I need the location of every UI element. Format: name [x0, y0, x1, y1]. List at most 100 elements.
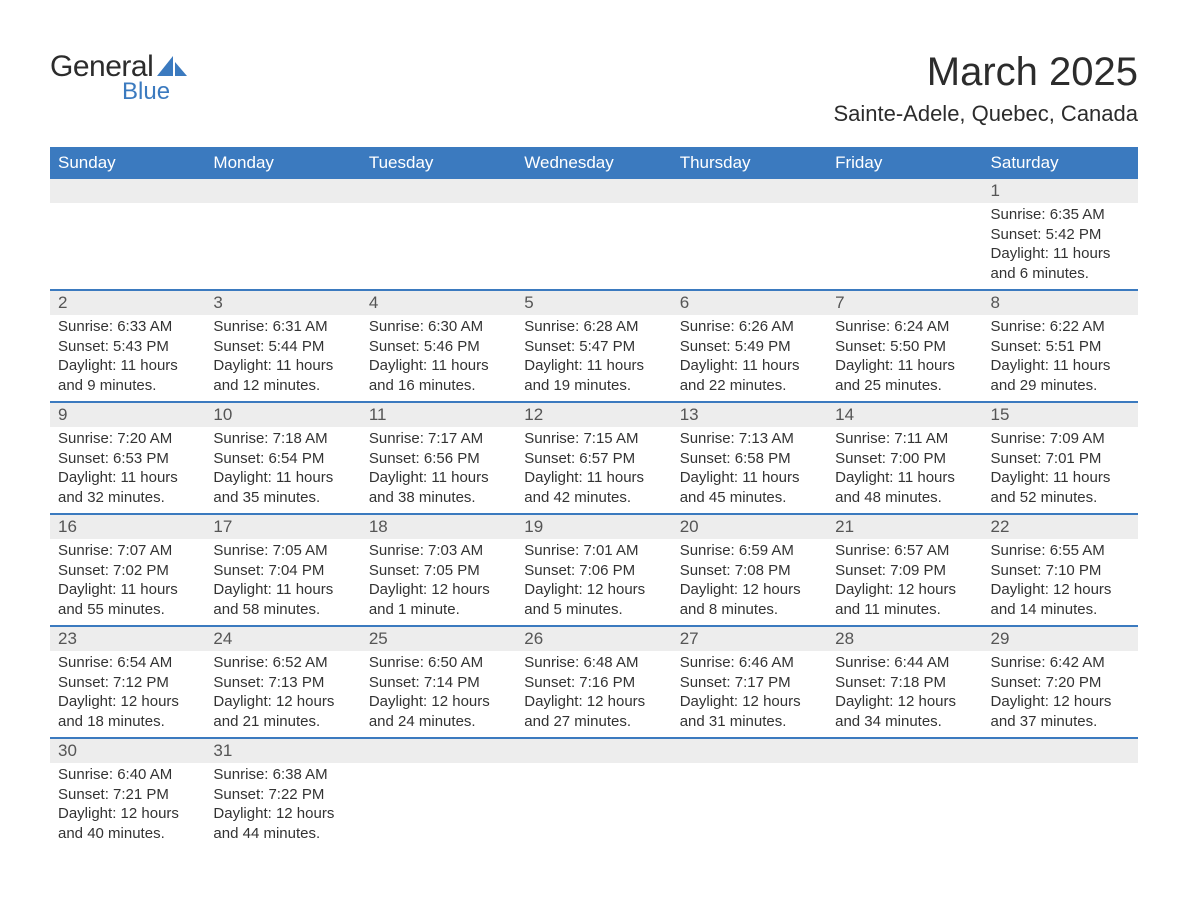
detail-row: Sunrise: 6:35 AMSunset: 5:42 PMDaylight:…: [50, 203, 1138, 290]
day-details: [983, 763, 1138, 849]
day-details: Sunrise: 6:57 AMSunset: 7:09 PMDaylight:…: [827, 539, 982, 626]
location: Sainte-Adele, Quebec, Canada: [833, 101, 1138, 127]
day-details: [361, 203, 516, 290]
day-number: 19: [516, 514, 671, 539]
sunset-text: Sunset: 7:20 PM: [991, 673, 1130, 693]
day-number: [672, 738, 827, 763]
daylight-text: Daylight: 12 hours and 40 minutes.: [58, 804, 197, 843]
daylight-text: Daylight: 11 hours and 48 minutes.: [835, 468, 974, 507]
day-number: 25: [361, 626, 516, 651]
sunset-text: Sunset: 7:04 PM: [213, 561, 352, 581]
day-number: 10: [205, 402, 360, 427]
day-details: [827, 763, 982, 849]
sunrise-text: Sunrise: 6:42 AM: [991, 653, 1130, 673]
sunrise-text: Sunrise: 6:40 AM: [58, 765, 197, 785]
sunset-text: Sunset: 7:14 PM: [369, 673, 508, 693]
sunrise-text: Sunrise: 6:31 AM: [213, 317, 352, 337]
sunset-text: Sunset: 7:17 PM: [680, 673, 819, 693]
sunset-text: Sunset: 7:00 PM: [835, 449, 974, 469]
sunrise-text: Sunrise: 6:46 AM: [680, 653, 819, 673]
sunset-text: Sunset: 7:21 PM: [58, 785, 197, 805]
detail-row: Sunrise: 6:40 AMSunset: 7:21 PMDaylight:…: [50, 763, 1138, 849]
daylight-text: Daylight: 12 hours and 5 minutes.: [524, 580, 663, 619]
sunrise-text: Sunrise: 7:05 AM: [213, 541, 352, 561]
day-details: [516, 203, 671, 290]
dow-tuesday: Tuesday: [361, 147, 516, 179]
sunset-text: Sunset: 7:22 PM: [213, 785, 352, 805]
sunset-text: Sunset: 5:46 PM: [369, 337, 508, 357]
day-details: Sunrise: 6:22 AMSunset: 5:51 PMDaylight:…: [983, 315, 1138, 402]
sunset-text: Sunset: 7:05 PM: [369, 561, 508, 581]
detail-row: Sunrise: 7:20 AMSunset: 6:53 PMDaylight:…: [50, 427, 1138, 514]
day-number: 30: [50, 738, 205, 763]
day-number: 1: [983, 179, 1138, 203]
sunrise-text: Sunrise: 6:22 AM: [991, 317, 1130, 337]
day-details: Sunrise: 6:55 AMSunset: 7:10 PMDaylight:…: [983, 539, 1138, 626]
sunset-text: Sunset: 6:56 PM: [369, 449, 508, 469]
day-number: 2: [50, 290, 205, 315]
day-number: 21: [827, 514, 982, 539]
sunset-text: Sunset: 6:53 PM: [58, 449, 197, 469]
sunrise-text: Sunrise: 6:30 AM: [369, 317, 508, 337]
daylight-text: Daylight: 11 hours and 35 minutes.: [213, 468, 352, 507]
sunset-text: Sunset: 7:06 PM: [524, 561, 663, 581]
day-number: 17: [205, 514, 360, 539]
day-details: Sunrise: 6:40 AMSunset: 7:21 PMDaylight:…: [50, 763, 205, 849]
calendar-table: Sunday Monday Tuesday Wednesday Thursday…: [50, 147, 1138, 849]
daylight-text: Daylight: 11 hours and 38 minutes.: [369, 468, 508, 507]
daynum-row: 2345678: [50, 290, 1138, 315]
daylight-text: Daylight: 12 hours and 44 minutes.: [213, 804, 352, 843]
day-number: [516, 738, 671, 763]
day-details: Sunrise: 6:24 AMSunset: 5:50 PMDaylight:…: [827, 315, 982, 402]
sunset-text: Sunset: 7:02 PM: [58, 561, 197, 581]
day-number: [205, 179, 360, 203]
day-details: Sunrise: 6:50 AMSunset: 7:14 PMDaylight:…: [361, 651, 516, 738]
dow-header-row: Sunday Monday Tuesday Wednesday Thursday…: [50, 147, 1138, 179]
day-details: Sunrise: 7:20 AMSunset: 6:53 PMDaylight:…: [50, 427, 205, 514]
daylight-text: Daylight: 11 hours and 9 minutes.: [58, 356, 197, 395]
daylight-text: Daylight: 12 hours and 1 minute.: [369, 580, 508, 619]
sunset-text: Sunset: 6:54 PM: [213, 449, 352, 469]
sunset-text: Sunset: 6:57 PM: [524, 449, 663, 469]
day-number: 13: [672, 402, 827, 427]
sunrise-text: Sunrise: 7:13 AM: [680, 429, 819, 449]
sunrise-text: Sunrise: 7:07 AM: [58, 541, 197, 561]
day-number: [516, 179, 671, 203]
day-details: [672, 763, 827, 849]
sunset-text: Sunset: 5:43 PM: [58, 337, 197, 357]
daylight-text: Daylight: 12 hours and 24 minutes.: [369, 692, 508, 731]
sunrise-text: Sunrise: 7:11 AM: [835, 429, 974, 449]
day-details: Sunrise: 6:28 AMSunset: 5:47 PMDaylight:…: [516, 315, 671, 402]
sunrise-text: Sunrise: 6:54 AM: [58, 653, 197, 673]
dow-sunday: Sunday: [50, 147, 205, 179]
detail-row: Sunrise: 7:07 AMSunset: 7:02 PMDaylight:…: [50, 539, 1138, 626]
day-number: 23: [50, 626, 205, 651]
sunrise-text: Sunrise: 6:52 AM: [213, 653, 352, 673]
dow-monday: Monday: [205, 147, 360, 179]
day-details: [50, 203, 205, 290]
daynum-row: 1: [50, 179, 1138, 203]
sunset-text: Sunset: 7:18 PM: [835, 673, 974, 693]
daylight-text: Daylight: 12 hours and 11 minutes.: [835, 580, 974, 619]
sunrise-text: Sunrise: 6:26 AM: [680, 317, 819, 337]
day-details: Sunrise: 7:01 AMSunset: 7:06 PMDaylight:…: [516, 539, 671, 626]
month-title: March 2025: [833, 50, 1138, 95]
day-details: Sunrise: 6:46 AMSunset: 7:17 PMDaylight:…: [672, 651, 827, 738]
daylight-text: Daylight: 12 hours and 27 minutes.: [524, 692, 663, 731]
sunrise-text: Sunrise: 6:59 AM: [680, 541, 819, 561]
sunrise-text: Sunrise: 6:38 AM: [213, 765, 352, 785]
sunset-text: Sunset: 7:09 PM: [835, 561, 974, 581]
sunset-text: Sunset: 7:08 PM: [680, 561, 819, 581]
sunrise-text: Sunrise: 6:35 AM: [991, 205, 1130, 225]
day-details: Sunrise: 6:35 AMSunset: 5:42 PMDaylight:…: [983, 203, 1138, 290]
day-number: 14: [827, 402, 982, 427]
sunrise-text: Sunrise: 7:15 AM: [524, 429, 663, 449]
day-number: 6: [672, 290, 827, 315]
sunrise-text: Sunrise: 7:18 AM: [213, 429, 352, 449]
daylight-text: Daylight: 11 hours and 25 minutes.: [835, 356, 974, 395]
day-details: Sunrise: 6:31 AMSunset: 5:44 PMDaylight:…: [205, 315, 360, 402]
sunset-text: Sunset: 7:16 PM: [524, 673, 663, 693]
daylight-text: Daylight: 11 hours and 22 minutes.: [680, 356, 819, 395]
day-number: 4: [361, 290, 516, 315]
daylight-text: Daylight: 11 hours and 55 minutes.: [58, 580, 197, 619]
